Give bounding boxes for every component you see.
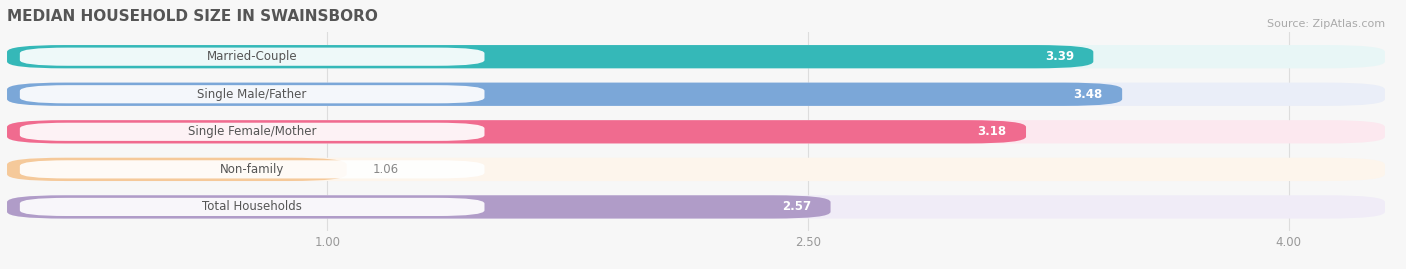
Text: Single Female/Mother: Single Female/Mother: [188, 125, 316, 138]
FancyBboxPatch shape: [20, 85, 485, 103]
FancyBboxPatch shape: [7, 45, 1094, 68]
FancyBboxPatch shape: [7, 158, 1385, 181]
Text: 2.57: 2.57: [782, 200, 811, 213]
Text: Total Households: Total Households: [202, 200, 302, 213]
Text: 3.48: 3.48: [1074, 88, 1102, 101]
Text: 3.18: 3.18: [977, 125, 1007, 138]
Text: Non-family: Non-family: [219, 163, 284, 176]
FancyBboxPatch shape: [7, 195, 831, 219]
Text: 1.06: 1.06: [373, 163, 398, 176]
FancyBboxPatch shape: [20, 160, 485, 178]
FancyBboxPatch shape: [7, 158, 347, 181]
Text: Married-Couple: Married-Couple: [207, 50, 298, 63]
FancyBboxPatch shape: [20, 198, 485, 216]
Text: 3.39: 3.39: [1045, 50, 1074, 63]
FancyBboxPatch shape: [7, 45, 1385, 68]
Text: MEDIAN HOUSEHOLD SIZE IN SWAINSBORO: MEDIAN HOUSEHOLD SIZE IN SWAINSBORO: [7, 9, 378, 24]
FancyBboxPatch shape: [20, 123, 485, 141]
FancyBboxPatch shape: [7, 195, 1385, 219]
FancyBboxPatch shape: [7, 83, 1122, 106]
Text: Source: ZipAtlas.com: Source: ZipAtlas.com: [1267, 19, 1385, 29]
FancyBboxPatch shape: [20, 48, 485, 66]
FancyBboxPatch shape: [7, 120, 1385, 143]
FancyBboxPatch shape: [7, 120, 1026, 143]
Text: Single Male/Father: Single Male/Father: [197, 88, 307, 101]
FancyBboxPatch shape: [7, 83, 1385, 106]
